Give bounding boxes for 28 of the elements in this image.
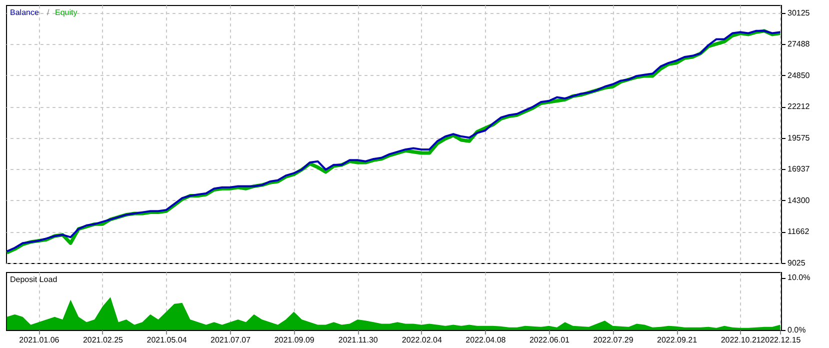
x-tick-label: 2022.09.21 [657,336,698,344]
text: Equity [55,8,78,17]
y-tick-label: 11662 [788,227,810,236]
annotation: / [47,8,50,17]
x-tick-label: 2022.04.08 [466,336,506,344]
y-tick-label: 10.0% [788,273,810,282]
y-tick-label: 14300 [788,196,810,205]
y-tick-label: 22212 [788,102,810,112]
text: Balance [10,8,40,17]
y-tick-label: 19575 [788,133,810,142]
x-tick-label: 2022.02.04 [402,336,442,344]
y-tick-label: 9025 [788,258,806,268]
x-tick-label: 2022.10.21 [720,336,762,344]
x-tick-label: 2021.07.07 [210,336,252,344]
x-tick-label: 2021.02.25 [82,336,124,344]
x-tick-label: 2021.09.09 [274,336,315,344]
chart-title: Deposit Load [10,275,58,284]
x-tick-label: 2022.06.01 [529,336,570,344]
y-tick-label: 27488 [788,40,810,49]
y-tick-label: 0.0% [788,326,806,334]
y-tick-label: 30125 [788,8,810,18]
x-tick-label: 2021.11.30 [338,336,378,344]
y-tick-label: 24850 [788,70,810,80]
x-tick-label: 2022.07.29 [593,336,634,344]
y-tick-label: 16937 [788,164,810,174]
x-tick-label: 2021.01.06 [19,336,60,344]
x-tick-label: 2021.05.04 [146,336,188,344]
x-tick-label: 2022.12.15 [760,336,802,344]
